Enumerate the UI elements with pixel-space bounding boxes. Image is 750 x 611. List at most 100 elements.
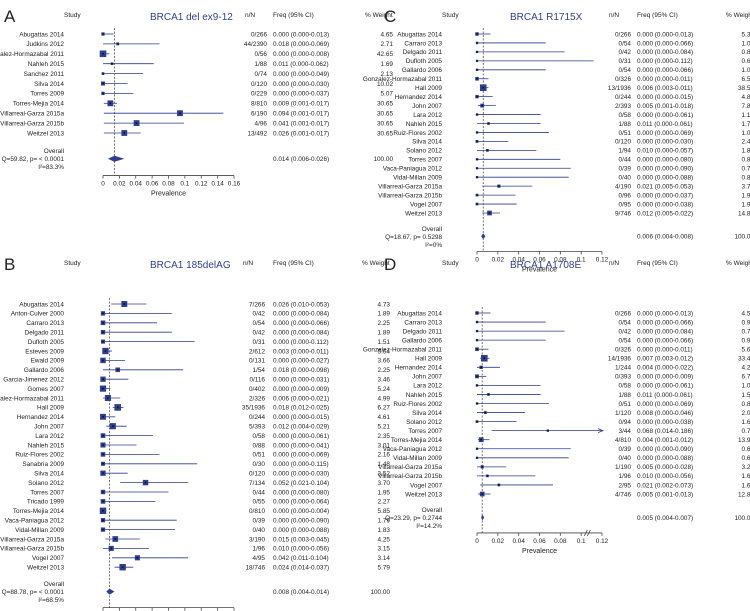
study-label: Villarreal-Garza 2015b (378, 473, 442, 480)
n-value: 0/40 (253, 527, 266, 534)
study-label: Ruiz-Flores 2002 (15, 452, 64, 459)
point-estimate (476, 51, 478, 53)
x-tick-label: 0.08 (554, 538, 567, 545)
ci-text: 0.004 (0.001-0.012) (637, 437, 693, 444)
point-estimate (481, 493, 484, 495)
study-label: Gonzalez-Hormazabal 2011 (363, 347, 443, 354)
weight-value: 3.79 (742, 183, 750, 190)
point-estimate (116, 43, 119, 45)
point-estimate (488, 212, 491, 214)
n-value: 0/30 (253, 461, 266, 468)
header-study: Study (64, 12, 81, 19)
x-tick-label: 0.06 (146, 181, 159, 188)
weight-value: 0.88 (742, 401, 750, 408)
point-estimate (546, 429, 549, 432)
x-tick-label: 0.04 (130, 181, 143, 188)
ci-text: 0.021 (0.005-0.053) (637, 183, 693, 190)
weight-value: 0.69 (742, 455, 750, 462)
n-value: 44/2390 (244, 41, 268, 48)
ci-text: 0.006 (0.000-0.021) (273, 395, 329, 402)
weight-value: 0.94 (742, 319, 750, 326)
study-label: Delgado 2011 (403, 328, 443, 335)
ci-text: 0.000 (0.000-0.090) (637, 166, 693, 173)
weight-value: 1.16 (742, 112, 750, 119)
weight-value: 1.69 (381, 61, 394, 68)
study-label: Carraro 2013 (404, 40, 442, 47)
study-label: Vogel 2007 (32, 555, 64, 562)
point-estimate (116, 368, 119, 371)
point-estimate (476, 321, 478, 323)
n-value: 0/326 (615, 347, 631, 354)
point-estimate (476, 59, 478, 62)
point-estimate (476, 176, 478, 179)
x-tick-label: 0.08 (554, 256, 567, 263)
weight-value: 3.46 (378, 377, 391, 384)
x-tick-label: 0.02 (113, 181, 126, 188)
n-value: 0/116 (249, 377, 265, 384)
study-label: Villarreal-Garza 2015a (0, 536, 64, 543)
point-estimate (102, 444, 104, 446)
point-estimate (486, 475, 489, 477)
ci-text: 0.018 (0.000-0.069) (273, 41, 329, 48)
n-value: 0/40 (619, 175, 632, 182)
weight-value: 1.52 (742, 392, 750, 399)
weight-value: 30.65 (377, 111, 393, 118)
point-estimate (476, 77, 478, 80)
n-value: 1/88 (255, 61, 268, 68)
point-estimate (481, 465, 484, 468)
ci-text: 0.000 (0.000-0.115) (273, 461, 329, 468)
ci-text: 0.000 (0.000-0.066) (637, 40, 693, 47)
weight-value: 5.64 (378, 348, 391, 355)
overall-weight: 100.00 (734, 515, 750, 522)
point-estimate (111, 62, 113, 65)
point-estimate (102, 340, 104, 343)
study-label: Abugattas 2014 (19, 31, 64, 38)
overall-weight: 100.00 (370, 589, 390, 596)
point-estimate (497, 185, 500, 188)
study-label: John 2007 (34, 424, 64, 431)
n-value: 4/96 (255, 120, 268, 127)
ci-text: 0.000 (0.000-0.037) (637, 192, 693, 199)
n-value: 0/58 (253, 433, 266, 440)
ci-text: 0.012 (0.005-0.022) (637, 210, 693, 217)
point-estimate (102, 378, 104, 381)
weight-value: 0.73 (742, 328, 750, 335)
point-estimate (480, 438, 483, 441)
study-label: Villarreal-Garza 2015a (378, 183, 442, 190)
n-value: 0/74 (255, 71, 268, 78)
ci-text: 0.000 (0.000-0.066) (637, 67, 693, 74)
header-n: n/N (243, 260, 253, 267)
n-value: 0/54 (619, 319, 632, 326)
weight-value: 3.66 (378, 358, 391, 365)
study-label: John 2007 (412, 374, 442, 381)
ci-text: 0.004 (0.000-0.022) (637, 365, 693, 372)
study-label: Villarreal-Garza 2015a (0, 111, 64, 118)
n-value: 5/393 (249, 424, 265, 431)
study-label: Villarreal-Garza 2015b (0, 120, 64, 127)
ci-text: 0.003 (0.000-0.011) (273, 348, 329, 355)
point-estimate (476, 68, 478, 71)
study-label: Gonzalez-Hormazabal 2011 (0, 51, 64, 58)
forest-panel-a: A Study n/N Freq (95% CI) % Weight BRCA1 del … (0, 7, 393, 198)
ci-text: 0.000 (0.000-0.064) (273, 499, 329, 506)
point-estimate (476, 158, 478, 161)
point-estimate (480, 366, 483, 369)
study-label: Carraro 2013 (26, 320, 64, 327)
n-value: 2/612 (249, 348, 265, 355)
weight-value: 42.65 (377, 51, 393, 58)
overall-weight: 100.00 (734, 234, 750, 241)
weight-value: 2.71 (381, 41, 394, 48)
ci-text: 0.026 (0.010-0.053) (273, 301, 329, 308)
weight-value: 3.52 (378, 471, 391, 478)
n-value: 0/39 (619, 166, 632, 173)
panel-title: BRCA1 A1708E (510, 260, 581, 271)
panel-title: BRCA1 185delAG (150, 260, 231, 271)
weight-value: 4.59 (742, 310, 750, 317)
study-label: Anton-Culver 2000 (11, 311, 65, 318)
study-label: Torres 2007 (408, 157, 442, 164)
header-freq: Freq (95% CI) (273, 260, 314, 267)
ci-text: 0.000 (0.000-0.004) (273, 508, 329, 515)
heterogeneity-stat: Q=23.29, p= 0.2744 (385, 515, 442, 522)
weight-value: 4.21 (742, 365, 750, 372)
ci-text: 0.018 (0.012-0.025) (273, 405, 329, 412)
